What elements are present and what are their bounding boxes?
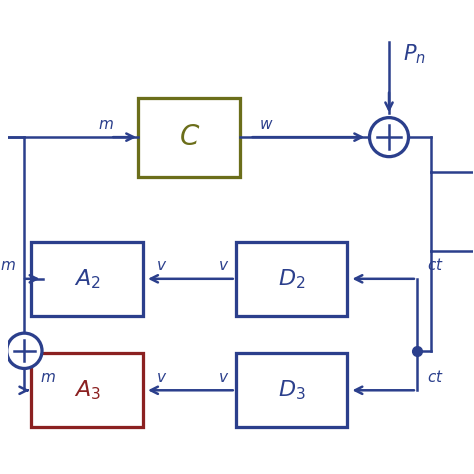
- Text: $\mathit{v}$: $\mathit{v}$: [156, 258, 167, 273]
- Text: $\mathit{C}$: $\mathit{C}$: [179, 123, 200, 151]
- Text: $\mathit{v}$: $\mathit{v}$: [156, 370, 167, 385]
- Text: $\mathit{A}_{2}$: $\mathit{A}_{2}$: [74, 267, 100, 291]
- Text: $\mathit{ct}$: $\mathit{ct}$: [427, 369, 444, 385]
- Text: $\mathit{w}$: $\mathit{w}$: [259, 117, 273, 132]
- Text: $\mathit{D}_{3}$: $\mathit{D}_{3}$: [278, 378, 305, 402]
- FancyBboxPatch shape: [31, 353, 143, 428]
- Text: $\mathit{v}$: $\mathit{v}$: [219, 370, 230, 385]
- FancyBboxPatch shape: [138, 98, 240, 177]
- Text: $\mathit{m}$: $\mathit{m}$: [98, 117, 114, 132]
- Text: $\mathit{A}_{3}$: $\mathit{A}_{3}$: [73, 378, 100, 402]
- FancyBboxPatch shape: [31, 242, 143, 316]
- FancyBboxPatch shape: [236, 242, 347, 316]
- FancyBboxPatch shape: [236, 353, 347, 428]
- Text: $\mathit{D}_{2}$: $\mathit{D}_{2}$: [278, 267, 305, 291]
- Text: $\mathit{m}$: $\mathit{m}$: [40, 370, 55, 385]
- Circle shape: [7, 333, 42, 368]
- Circle shape: [370, 118, 409, 156]
- Text: $\mathit{m}$: $\mathit{m}$: [0, 258, 16, 273]
- Text: $\mathit{P}_n$: $\mathit{P}_n$: [403, 42, 426, 65]
- Text: $\mathit{ct}$: $\mathit{ct}$: [427, 257, 444, 273]
- Text: $\mathit{v}$: $\mathit{v}$: [219, 258, 230, 273]
